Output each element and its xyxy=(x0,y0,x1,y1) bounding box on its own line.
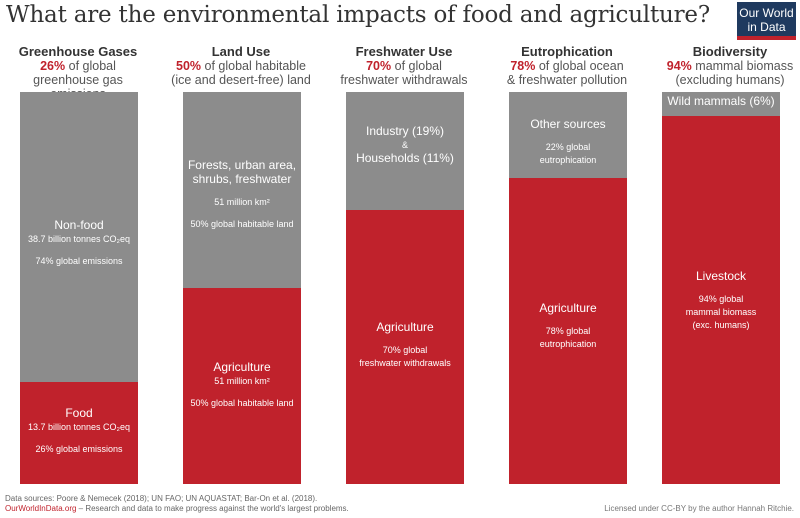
segment-share: 50% global habitable land xyxy=(190,398,294,408)
segment-share: 50% global habitable land xyxy=(190,219,294,229)
column-subtitle-1: 70% of global xyxy=(334,59,474,73)
bar-ghg: Non-food 38.7 billion tonnes CO₂eq 74% g… xyxy=(20,92,138,484)
bar-segment-nonfood: Non-food 38.7 billion tonnes CO₂eq 74% g… xyxy=(20,92,138,382)
column-subtitle-1: 78% of global ocean xyxy=(497,59,637,73)
column-heading: Greenhouse Gases xyxy=(18,44,138,59)
column-subtitle-text: of global xyxy=(394,59,442,73)
segment-label: Wild mammals (6%) xyxy=(667,94,775,108)
segment-label-group: Other sources 22% global eutrophication xyxy=(509,117,627,166)
logo-accent-bar xyxy=(737,36,796,40)
column-subtitle-1: 94% mammal biomass xyxy=(660,59,800,73)
segment-share: 70% global xyxy=(382,345,428,355)
column-header-biodiversity: Biodiversity 94% mammal biomass (excludi… xyxy=(660,44,800,87)
segment-label-group: Food 13.7 billion tonnes CO₂eq 26% globa… xyxy=(20,406,138,455)
column-subtitle-2: (ice and desert-free) land xyxy=(171,73,311,87)
segment-share: (exc. humans) xyxy=(692,320,750,330)
segment-value: 13.7 billion tonnes CO₂eq xyxy=(27,422,131,432)
footer-license: Licensed under CC-BY by the author Hanna… xyxy=(604,504,794,513)
bar-segment-agriculture: Agriculture 51 million km² 50% global ha… xyxy=(183,288,301,484)
column-percent: 94% xyxy=(666,59,692,73)
segment-share: freshwater withdrawals xyxy=(359,358,451,368)
logo-line-1: Our World xyxy=(739,6,794,20)
segment-label: shrubs, freshwater xyxy=(192,172,292,186)
bar-segment-wild-mammals: Wild mammals (6%) xyxy=(662,92,780,116)
column-percent: 26% xyxy=(40,59,66,73)
segment-label-group: Wild mammals (6%) xyxy=(662,94,780,108)
bar-segment-agriculture: Agriculture 70% global freshwater withdr… xyxy=(346,210,464,484)
column-percent: 78% xyxy=(510,59,536,73)
segment-label-group: Agriculture 70% global freshwater withdr… xyxy=(346,320,464,369)
bar-segment-livestock: Livestock 94% global mammal biomass (exc… xyxy=(662,116,780,484)
bar-segment-agriculture: Agriculture 78% global eutrophication xyxy=(509,178,627,484)
segment-label-group: Agriculture 51 million km² 50% global ha… xyxy=(183,360,301,409)
column-header-ghg: Greenhouse Gases 26% of global greenhous… xyxy=(8,44,148,101)
column-subtitle-1: 26% of global xyxy=(8,59,148,73)
segment-share: eutrophication xyxy=(539,339,597,349)
column-subtitle-text: of global habitable xyxy=(204,59,306,73)
footer-site-link[interactable]: OurWorldInData.org xyxy=(5,504,77,513)
segment-label: Forests, urban area, xyxy=(187,158,297,172)
segment-label-group: Agriculture 78% global eutrophication xyxy=(509,301,627,350)
segment-value: 38.7 billion tonnes CO₂eq xyxy=(27,234,131,244)
footer-site-line: OurWorldInData.org – Research and data t… xyxy=(5,504,349,514)
column-heading: Biodiversity xyxy=(692,44,768,59)
bar-eutrophication: Other sources 22% global eutrophication … xyxy=(509,92,627,484)
segment-share: 78% global xyxy=(545,326,591,336)
bar-biodiversity: Wild mammals (6%) Livestock 94% global m… xyxy=(662,92,780,484)
column-subtitle-text: of global ocean xyxy=(538,59,624,73)
bar-segment-food: Food 13.7 billion tonnes CO₂eq 26% globa… xyxy=(20,382,138,484)
column-subtitle-2: (excluding humans) xyxy=(675,73,785,87)
segment-label: Non-food xyxy=(54,218,104,232)
column-header-eutrophication: Eutrophication 78% of global ocean & fre… xyxy=(497,44,637,87)
segment-label: Livestock xyxy=(695,269,747,283)
column-subtitle-2: freshwater withdrawals xyxy=(340,73,468,87)
segment-share: 22% global xyxy=(545,142,591,152)
column-percent: 70% xyxy=(366,59,392,73)
segment-share: eutrophication xyxy=(539,155,597,165)
segment-label: Agriculture xyxy=(376,320,434,334)
footer-tagline: – Research and data to make progress aga… xyxy=(76,504,349,513)
bar-segment-industry-households: Industry (19%) & Households (11%) xyxy=(346,92,464,210)
segment-label-group: Forests, urban area, shrubs, freshwater … xyxy=(183,158,301,230)
column-heading: Freshwater Use xyxy=(355,44,453,59)
segment-value: 51 million km² xyxy=(214,197,270,207)
footer-sources-text: Data sources: Poore & Nemecek (2018); UN… xyxy=(5,494,318,503)
column-header-freshwater: Freshwater Use 70% of global freshwater … xyxy=(334,44,474,87)
bar-land: Forests, urban area, shrubs, freshwater … xyxy=(183,92,301,484)
bar-segment-other-sources: Other sources 22% global eutrophication xyxy=(509,92,627,178)
segment-label: Agriculture xyxy=(213,360,271,374)
column-heading: Eutrophication xyxy=(521,44,613,59)
column-subtitle-1: 50% of global habitable xyxy=(171,59,311,73)
segment-share: 94% global xyxy=(698,294,744,304)
segment-share: 74% global emissions xyxy=(35,256,123,266)
segment-label-amp: & xyxy=(401,140,408,150)
segment-label-group: Non-food 38.7 billion tonnes CO₂eq 74% g… xyxy=(20,218,138,267)
bar-segment-other-land: Forests, urban area, shrubs, freshwater … xyxy=(183,92,301,288)
segment-label: Food xyxy=(65,406,93,420)
bar-freshwater: Industry (19%) & Households (11%) Agricu… xyxy=(346,92,464,484)
column-header-land: Land Use 50% of global habitable (ice an… xyxy=(171,44,311,87)
segment-label: Industry (19%) xyxy=(365,124,445,138)
segment-label: Other sources xyxy=(530,117,606,131)
footer-sources: Data sources: Poore & Nemecek (2018); UN… xyxy=(5,494,349,514)
segment-label-group: Livestock 94% global mammal biomass (exc… xyxy=(662,269,780,331)
column-subtitle-text: mammal biomass xyxy=(695,59,794,73)
column-percent: 50% xyxy=(176,59,202,73)
column-subtitle-text: of global xyxy=(68,59,116,73)
logo-line-2: in Data xyxy=(747,20,786,34)
segment-share: 26% global emissions xyxy=(35,444,123,454)
segment-label-group: Industry (19%) & Households (11%) xyxy=(346,124,464,165)
chart-title: What are the environmental impacts of fo… xyxy=(6,2,710,28)
segment-share: mammal biomass xyxy=(685,307,757,317)
segment-label: Households (11%) xyxy=(356,151,454,165)
column-heading: Land Use xyxy=(211,44,271,59)
segment-value: 51 million km² xyxy=(214,376,270,386)
segment-label: Agriculture xyxy=(539,301,597,315)
owid-logo[interactable]: Our World in Data xyxy=(737,2,796,40)
column-subtitle-2: & freshwater pollution xyxy=(506,73,628,87)
